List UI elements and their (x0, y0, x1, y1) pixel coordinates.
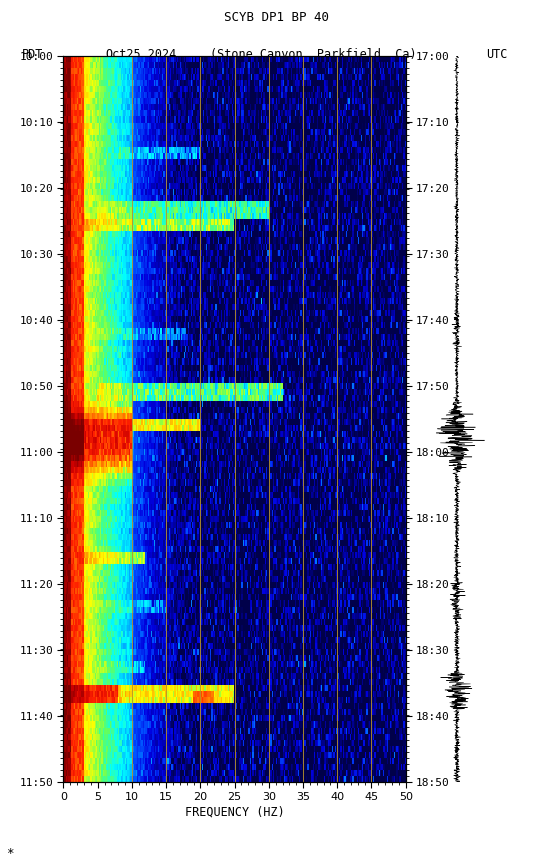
Text: PDT: PDT (22, 48, 44, 60)
Text: Oct25,2024: Oct25,2024 (105, 48, 176, 60)
Text: *: * (6, 847, 13, 860)
X-axis label: FREQUENCY (HZ): FREQUENCY (HZ) (185, 805, 284, 818)
Text: SCYB DP1 BP 40: SCYB DP1 BP 40 (224, 11, 328, 24)
Text: (Stone Canyon, Parkfield, Ca): (Stone Canyon, Parkfield, Ca) (210, 48, 416, 60)
Text: UTC: UTC (486, 48, 507, 60)
